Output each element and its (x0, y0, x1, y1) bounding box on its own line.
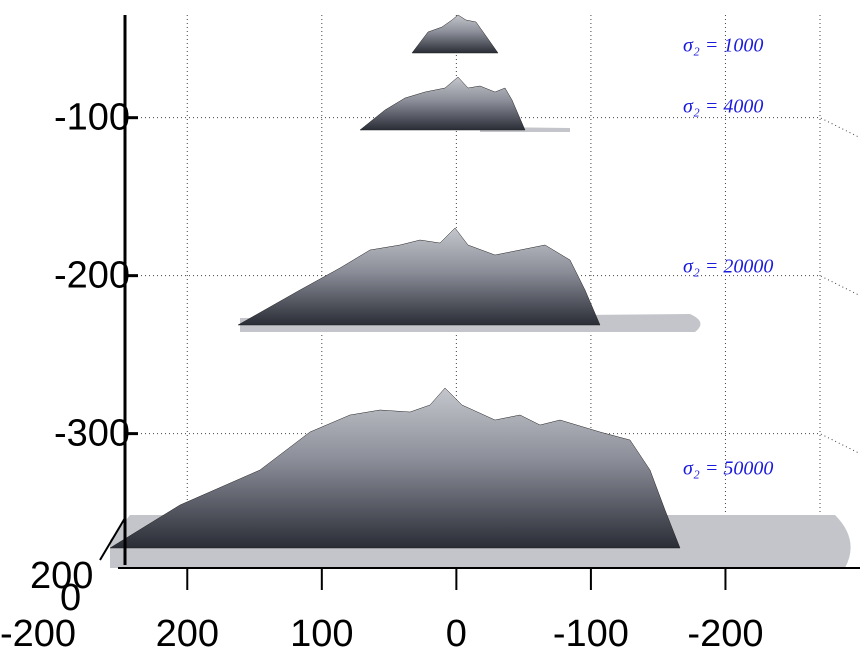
annotation: σ₂ = 50000 (683, 458, 773, 480)
grid-line (125, 433, 860, 455)
surfaces (109, 14, 851, 568)
x-tick-label: 100 (290, 613, 353, 655)
surface (109, 387, 681, 549)
y-tick-label: -200 (0, 613, 76, 655)
z-tick-label: -100 (54, 97, 130, 139)
annotation: σ₂ = 4000 (683, 96, 763, 118)
x-tick-label: 200 (156, 613, 219, 655)
x-tick-label: -200 (687, 613, 763, 655)
annotation: σ₂ = 1000 (683, 35, 763, 57)
y-tick-label: 0 (60, 577, 81, 619)
x-tick-label: -100 (553, 613, 629, 655)
surface (411, 14, 499, 54)
y-tick-label: 200 (30, 555, 93, 597)
y-axis (99, 517, 126, 561)
surface (237, 227, 601, 326)
z-tick-label: -300 (54, 413, 130, 455)
surface (359, 76, 526, 131)
annotation: σ₂ = 20000 (683, 256, 773, 278)
z-tick-label: -200 (54, 255, 130, 297)
grid-line (125, 117, 860, 139)
x-tick-label: 0 (446, 613, 467, 655)
grid-line (125, 275, 860, 297)
